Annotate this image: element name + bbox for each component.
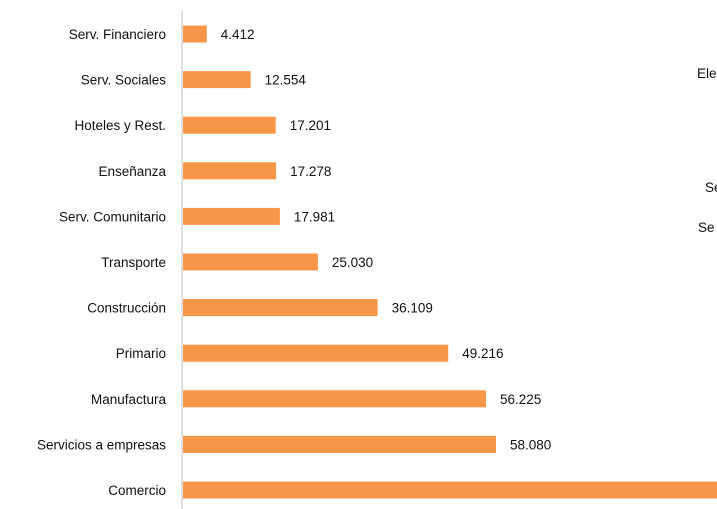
category-label-serv-financiero: Serv. Financiero [69, 27, 166, 42]
bar-hoteles-y-rest [183, 116, 276, 134]
value-label-manufactura: 56.225 [500, 392, 541, 407]
cut-off-text-1: Ele [697, 66, 717, 81]
value-label-serv-financiero: 4.412 [221, 27, 255, 42]
category-label-ensenanza: Enseñanza [98, 164, 166, 179]
value-label-ensenanza: 17.278 [290, 164, 331, 179]
bar-transporte [183, 253, 318, 271]
category-label-serv-comunitario: Serv. Comunitario [59, 209, 166, 224]
category-label-hoteles-y-rest: Hoteles y Rest. [74, 118, 166, 133]
bar-ensenanza [183, 162, 277, 180]
category-label-servicios-a-empresas: Servicios a empresas [37, 437, 166, 452]
category-label-transporte: Transporte [101, 255, 166, 270]
category-label-primario: Primario [116, 346, 166, 361]
bar-serv-sociales [183, 71, 251, 89]
value-label-serv-comunitario: 17.981 [294, 209, 335, 224]
value-label-transporte: 25.030 [332, 255, 373, 270]
category-label-manufactura: Manufactura [91, 392, 167, 407]
value-label-serv-sociales: 12.554 [265, 73, 307, 88]
bar-primario [183, 344, 449, 362]
value-label-hoteles-y-rest: 17.201 [290, 118, 331, 133]
bar-manufactura [183, 390, 487, 408]
bar-comercio [183, 481, 717, 499]
value-label-servicios-a-empresas: 58.080 [510, 437, 551, 452]
value-label-construccion: 36.109 [392, 301, 433, 316]
bars-group: Serv. Financiero 4.412 Serv. Sociales 12.55… [37, 25, 717, 499]
category-label-comercio: Comercio [108, 483, 166, 498]
bar-serv-comunitario [183, 207, 280, 225]
bar-servicios-a-empresas [183, 435, 496, 453]
category-label-construccion: Construcción [87, 301, 166, 316]
bar-serv-financiero [183, 25, 207, 43]
category-label-serv-sociales: Serv. Sociales [81, 73, 167, 88]
cut-off-text-3: Se [698, 220, 715, 235]
bar-construccion [183, 299, 378, 317]
value-label-primario: 49.216 [462, 346, 503, 361]
cut-off-text-2: Se [705, 180, 717, 195]
